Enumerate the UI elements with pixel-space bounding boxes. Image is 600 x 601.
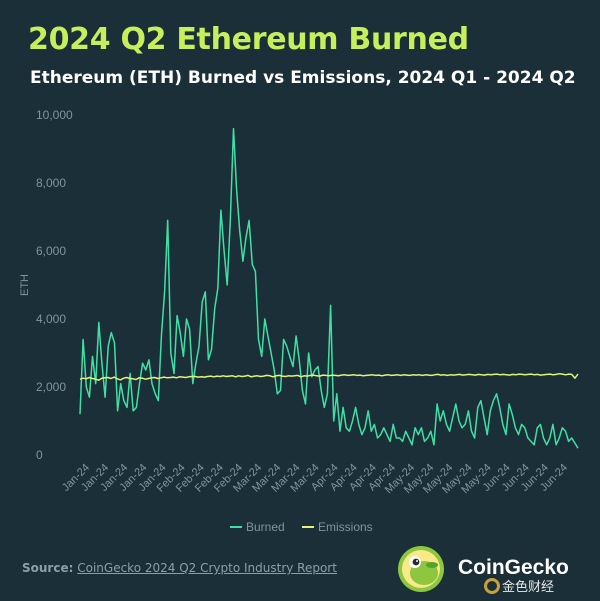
watermark-text: 金色财经: [502, 579, 554, 595]
source-line: Source: CoinGecko 2024 Q2 Crypto Industr…: [22, 561, 337, 575]
y-tick-label: 8,000: [36, 176, 66, 190]
brand-name: CoinGecko: [458, 556, 569, 579]
y-tick-label: 0: [36, 448, 43, 462]
coingecko-logo-icon: [398, 546, 444, 592]
chart-title: 2024 Q2 Ethereum Burned: [28, 22, 469, 57]
y-tick-label: 4,000: [36, 312, 66, 326]
y-tick-label: 10,000: [36, 108, 73, 122]
source-label: Source:: [22, 561, 74, 575]
watermark-coin-icon: [484, 578, 500, 594]
series-line-burned: [79, 127, 579, 449]
y-axis-label: ETH: [19, 274, 31, 296]
legend-label-burned: Burned: [246, 520, 285, 534]
coingecko-brand: CoinGecko 金色财经: [398, 546, 569, 595]
y-tick-label: 6,000: [36, 244, 66, 258]
chart-subtitle: Ethereum (ETH) Burned vs Emissions, 2024…: [30, 68, 576, 88]
chart-area: 02,0004,0006,0008,00010,000ETHJan-24Jan-…: [19, 108, 579, 534]
y-tick-label: 2,000: [36, 380, 66, 394]
legend-label-emissions: Emissions: [318, 520, 373, 534]
series-line-emissions: [79, 372, 579, 381]
source-link[interactable]: CoinGecko 2024 Q2 Crypto Industry Report: [77, 561, 337, 575]
